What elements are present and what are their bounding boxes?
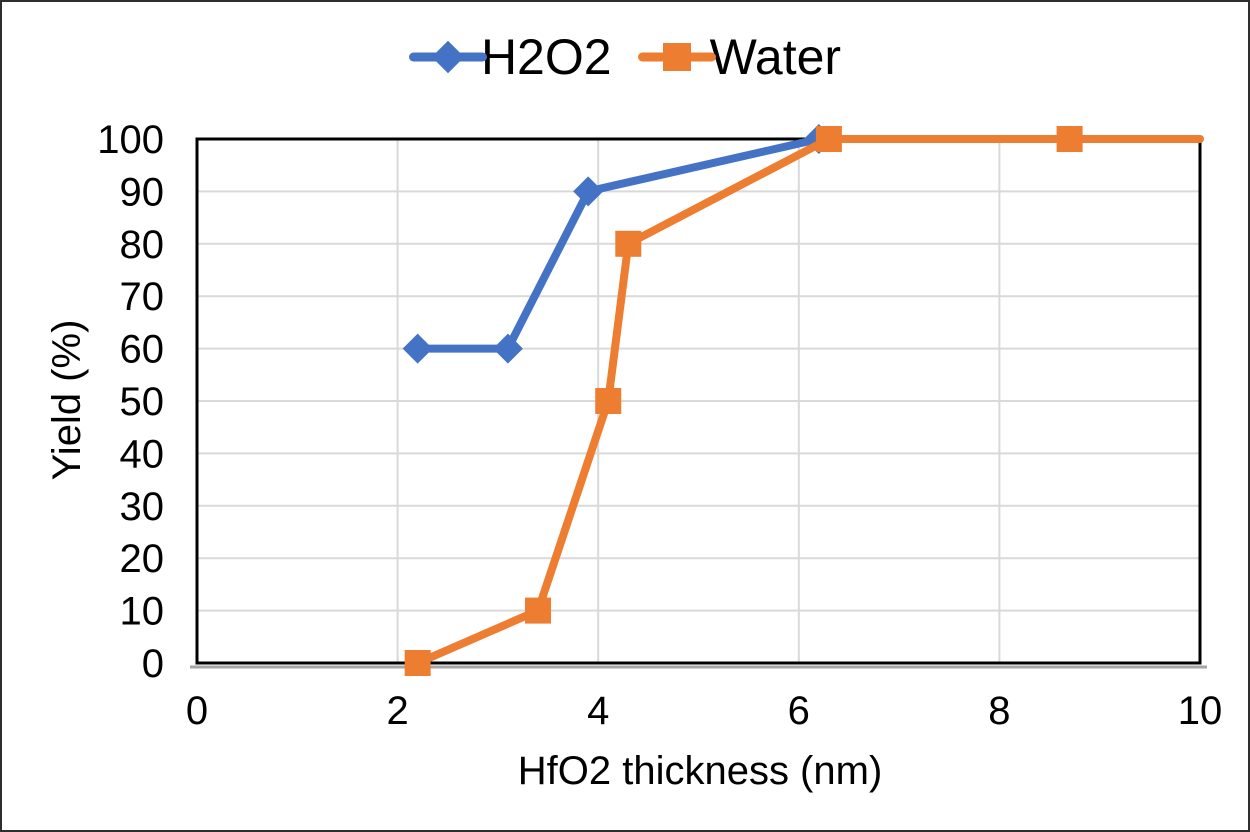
x-tick-label: 4 [587,689,609,733]
y-tick-label: 60 [120,328,165,372]
y-tick-label: 70 [120,275,165,319]
plot-border [195,137,1202,665]
data-point-square [615,230,642,257]
data-point-diamond [492,333,523,364]
y-tick-label: 20 [120,537,165,581]
data-point-square [525,597,552,624]
data-point-square [595,388,622,414]
x-tick-label: 8 [988,689,1010,733]
y-tick-label: 100 [97,118,164,162]
series-line-h2o2 [413,135,823,353]
y-tick-label: 40 [120,432,165,476]
diamond-marker-icon [408,39,487,75]
x-axis-title: HfO2 thickness (nm) [517,749,883,793]
y-tick-label: 30 [120,485,165,529]
x-tick-label: 6 [788,689,810,733]
square-marker-icon [637,39,716,75]
y-tick-label: 10 [120,590,165,634]
legend-item-water: Water [637,29,842,85]
data-point-square [1056,126,1083,152]
data-point-square [404,650,431,676]
x-tick-label: 10 [1178,689,1223,733]
square-shape [662,43,691,71]
data-point-square [815,126,842,152]
legend-label-h2o2: H2O2 [480,29,612,85]
x-tick-label: 2 [386,689,408,733]
y-tick-label: 80 [120,223,165,267]
y-tick-label: 90 [120,170,165,214]
data-point-diamond [402,333,433,364]
legend-item-h2o2: H2O2 [408,29,612,85]
y-tick-label: 50 [120,380,165,424]
data-point-diamond [573,176,604,207]
legend-label-water: Water [709,29,842,85]
legend: H2O2 Water [2,24,1248,90]
y-tick-label: 0 [142,642,164,686]
x-tick-label: 0 [186,689,208,733]
